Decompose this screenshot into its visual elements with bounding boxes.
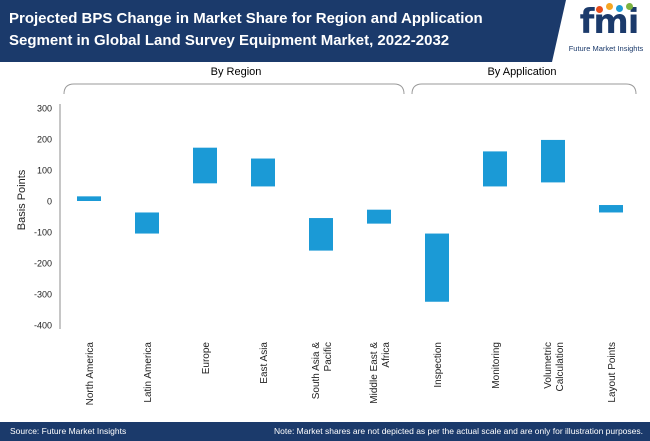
x-category-label: South Asia & — [311, 342, 322, 400]
bar-monitoring — [483, 151, 507, 187]
y-tick-label: -200 — [34, 259, 52, 269]
x-category-label: Calculation — [555, 342, 566, 391]
y-tick-label: -100 — [34, 228, 52, 238]
bar-middle-east-africa — [367, 209, 391, 224]
logo-dot — [596, 6, 603, 13]
bar-layout-points — [599, 205, 623, 213]
y-tick-label: 300 — [37, 104, 52, 114]
x-category-label: Inspection — [433, 342, 444, 388]
group-label-region: By Region — [210, 66, 262, 78]
x-category-label: Middle East & — [369, 342, 380, 404]
logo-dot — [606, 3, 613, 10]
bar-volumetric-calculation — [541, 139, 565, 183]
y-tick-label: 100 — [37, 166, 52, 176]
note-text: Note: Market shares are not depicted as … — [273, 426, 643, 436]
x-category-label: Layout Points — [607, 342, 618, 403]
x-category-label: Latin America — [143, 342, 154, 403]
x-category-label: Monitoring — [491, 342, 502, 389]
y-tick-label: -300 — [34, 290, 52, 300]
source-text: Source: Future Market Insights — [10, 426, 127, 436]
x-category-label: Pacific — [323, 342, 334, 371]
logo-dot — [616, 5, 623, 12]
chart-header: Projected BPS Change in Market Share for… — [0, 0, 650, 62]
x-category-label: Europe — [201, 342, 212, 375]
bar-latin-america — [135, 212, 159, 234]
bar-south-asia-pacific — [309, 218, 333, 251]
chart-footer: Source: Future Market Insights Note: Mar… — [0, 422, 650, 441]
x-category-label: Africa — [381, 342, 392, 368]
bar-inspection — [425, 233, 449, 302]
fmi-logo: fmi Future Market Insights — [552, 0, 650, 62]
group-bracket-application — [411, 83, 637, 95]
y-tick-label: -400 — [34, 321, 52, 331]
bar-europe — [193, 147, 217, 184]
bar-east-asia — [251, 158, 275, 187]
x-category-label: North America — [85, 342, 96, 406]
group-label-application: By Application — [487, 66, 557, 78]
x-category-label: Volumetric — [543, 342, 554, 389]
logo-dot — [626, 3, 633, 10]
logo-subtitle: Future Market Insights — [568, 44, 644, 53]
y-tick-label: 0 — [47, 197, 52, 207]
x-category-label: East Asia — [259, 342, 270, 384]
group-bracket-region — [63, 83, 405, 95]
y-tick-label: 200 — [37, 135, 52, 145]
chart-title: Projected BPS Change in Market Share for… — [9, 10, 483, 49]
bar-north-america — [77, 196, 101, 201]
